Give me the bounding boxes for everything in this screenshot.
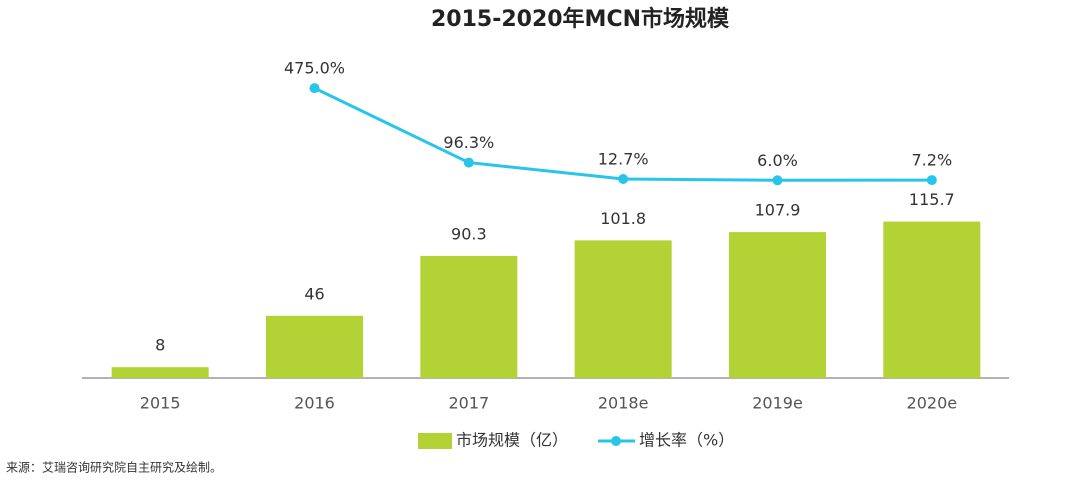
line-point	[618, 173, 629, 184]
data-label: 115.7	[909, 190, 955, 209]
line-point	[926, 175, 937, 186]
source-note: 来源：艾瑞咨询研究院自主研究及绘制。	[6, 460, 222, 475]
line-point	[309, 83, 320, 94]
data-label: 107.9	[755, 201, 801, 220]
data-label: 96.3%	[443, 133, 494, 152]
data-label: 475.0%	[284, 59, 345, 78]
bar	[729, 232, 826, 378]
legend-swatch	[418, 433, 452, 449]
bar	[420, 255, 518, 378]
data-label: 6.0%	[757, 151, 798, 170]
chart-title: 2015-2020年MCN市场规模	[431, 6, 730, 32]
line-point	[772, 175, 783, 186]
bar	[574, 240, 672, 378]
legend-label: 增长率（%）	[639, 431, 734, 450]
x-tick-label: 2015	[140, 394, 181, 413]
data-label: 12.7%	[598, 149, 649, 168]
x-tick-label: 2020e	[907, 394, 958, 413]
legend-swatch	[611, 436, 622, 446]
bar	[111, 367, 209, 378]
x-tick-label: 2016	[294, 394, 335, 413]
data-label: 7.2%	[912, 151, 953, 170]
data-label: 101.8	[600, 209, 646, 228]
x-tick-label: 2018e	[598, 394, 649, 413]
x-tick-label: 2017	[448, 394, 489, 413]
data-label: 90.3	[451, 224, 487, 243]
bar	[266, 315, 363, 378]
legend-label: 市场规模（亿）	[456, 431, 568, 450]
data-label: 8	[155, 336, 165, 355]
data-label: 46	[304, 284, 324, 303]
line-point	[463, 157, 474, 168]
x-tick-label: 2019e	[752, 394, 803, 413]
bar	[883, 221, 981, 378]
